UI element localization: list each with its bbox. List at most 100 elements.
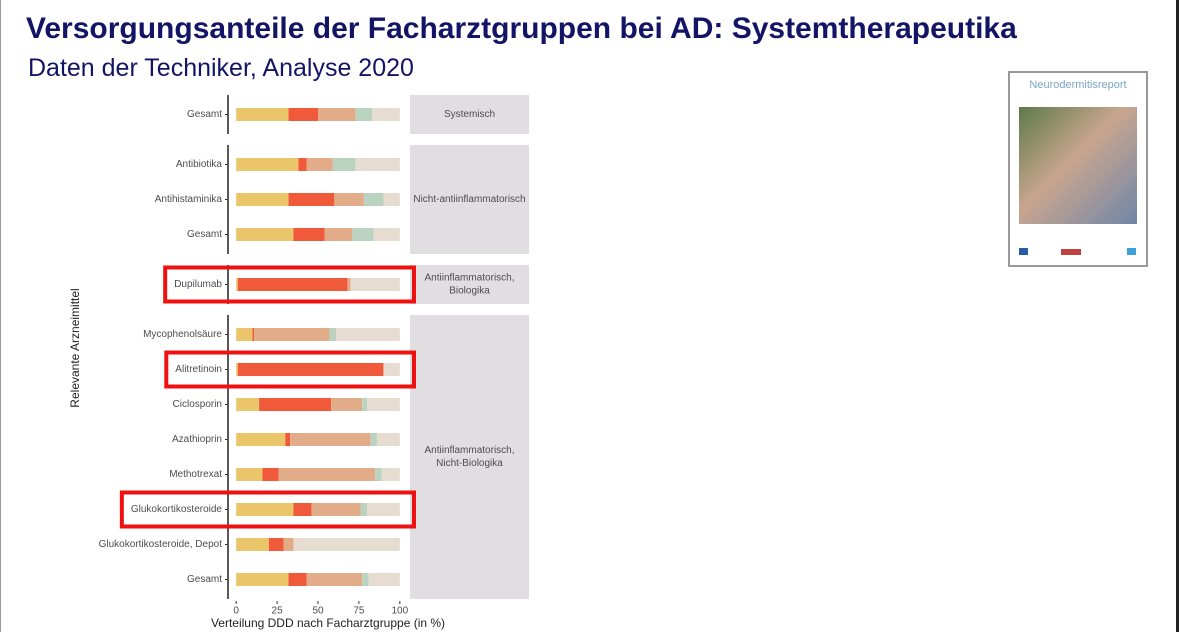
bar-segment <box>268 538 284 551</box>
bar-segment <box>288 573 307 586</box>
bar-segment <box>254 328 330 341</box>
bar-segment <box>318 108 356 121</box>
bar-segment <box>283 538 294 551</box>
bar-segment <box>383 363 400 376</box>
bar-segment <box>329 328 336 341</box>
cover-logo <box>1061 249 1081 255</box>
bar-segment <box>236 193 289 206</box>
bar-segment <box>375 468 382 481</box>
y-tick-label: Methotrexat <box>169 469 222 480</box>
y-tick-label: Antihistaminika <box>155 194 223 205</box>
bar-segment <box>236 228 294 241</box>
bar-segment <box>355 158 400 171</box>
strip-label: Antiinflammatorisch, <box>424 445 514 456</box>
bar-segment <box>381 468 400 481</box>
highlight-box <box>119 490 416 529</box>
bar-segment <box>236 278 238 291</box>
bar-segment <box>236 503 294 516</box>
y-tick-label: Dupilumab <box>174 279 222 290</box>
bar-segment <box>293 228 325 241</box>
bar-segment <box>236 328 253 341</box>
bar-segment <box>278 468 376 481</box>
y-tick-label: Alitretinoin <box>175 364 222 375</box>
bar-segment <box>306 158 333 171</box>
y-tick-label: Azathioprin <box>172 434 222 445</box>
bar-segment <box>368 573 400 586</box>
x-axis-title: Verteilung DDD nach Facharztgruppe (in %… <box>211 616 445 630</box>
bar-segment <box>367 398 400 411</box>
bar-segment <box>332 158 356 171</box>
strip <box>410 315 529 599</box>
bar-segment <box>360 503 368 516</box>
x-tick-label: 0 <box>233 606 239 617</box>
bar-segment <box>373 228 400 241</box>
strip-label: Nicht-Biologika <box>436 458 503 469</box>
bar-segment <box>236 363 238 376</box>
bar-segment <box>290 433 371 446</box>
bar-segment <box>367 503 400 516</box>
bar-segment <box>311 503 361 516</box>
bar-segment <box>362 398 368 411</box>
bar-segment <box>259 398 332 411</box>
y-tick-label: Gesamt <box>187 574 222 585</box>
bar-segment <box>372 108 400 121</box>
bar-segment <box>352 228 374 241</box>
x-tick-label: 75 <box>353 606 365 617</box>
bar-segment <box>362 573 369 586</box>
bar-segment <box>237 363 384 376</box>
x-tick-label: 100 <box>391 606 408 617</box>
cover-title: Neurodermitisreport <box>1029 79 1126 91</box>
bar-segment <box>370 433 377 446</box>
bar-segment <box>236 158 299 171</box>
bar-segment <box>334 193 364 206</box>
bar-segment <box>355 108 372 121</box>
y-tick-label: Antibiotika <box>176 159 223 170</box>
highlight-box <box>164 350 416 389</box>
bar-segment <box>236 433 286 446</box>
slide-title: Versorgungsanteile der Facharztgruppen b… <box>26 12 1017 45</box>
bar-segment <box>298 158 307 171</box>
y-tick-label: Glukokortikosteroide, Depot <box>99 539 223 550</box>
bar-segment <box>331 398 363 411</box>
highlight-box <box>163 265 416 304</box>
strip <box>410 145 529 254</box>
x-tick-label: 25 <box>272 606 284 617</box>
bar-segment <box>324 228 353 241</box>
report-cover: Neurodermitisreport <box>1008 71 1148 267</box>
bar-segment <box>336 328 400 341</box>
bar-segment <box>236 573 289 586</box>
bar-segment <box>262 468 279 481</box>
bar-segment <box>288 108 318 121</box>
x-tick-label: 50 <box>312 606 324 617</box>
bar-segment <box>285 433 291 446</box>
bar-segment <box>236 398 260 411</box>
bar-segment <box>306 573 363 586</box>
bar-segment <box>347 278 351 291</box>
slide-subtitle: Daten der Techniker, Analyse 2020 <box>28 54 414 82</box>
cover-photo <box>1019 107 1137 224</box>
strip-label: Biologika <box>449 286 490 297</box>
y-tick-label: Glukokortikosteroide <box>131 504 223 515</box>
cover-logo <box>1019 248 1028 255</box>
strip-label: Nicht-antiinflammatorisch <box>413 194 525 205</box>
bar-segment <box>288 193 335 206</box>
y-tick-label: Gesamt <box>187 109 222 120</box>
strip-label: Antiinflammatorisch, <box>424 273 514 284</box>
bar-segment <box>376 433 400 446</box>
y-tick-label: Ciclosporin <box>173 399 222 410</box>
y-axis-title: Relevante Arzneimittel <box>68 288 82 407</box>
bar-segment <box>363 193 384 206</box>
y-tick-label: Mycophenolsäure <box>143 329 222 340</box>
bar-segment <box>236 108 289 121</box>
bar-segment <box>293 538 400 551</box>
bar-segment <box>236 538 269 551</box>
strip <box>410 95 529 134</box>
bar-segment <box>236 468 263 481</box>
y-tick-label: Gesamt <box>187 229 222 240</box>
bar-segment <box>350 278 400 291</box>
cover-logo <box>1127 248 1136 255</box>
strip-label: Systemisch <box>444 109 495 120</box>
strip <box>410 265 529 304</box>
